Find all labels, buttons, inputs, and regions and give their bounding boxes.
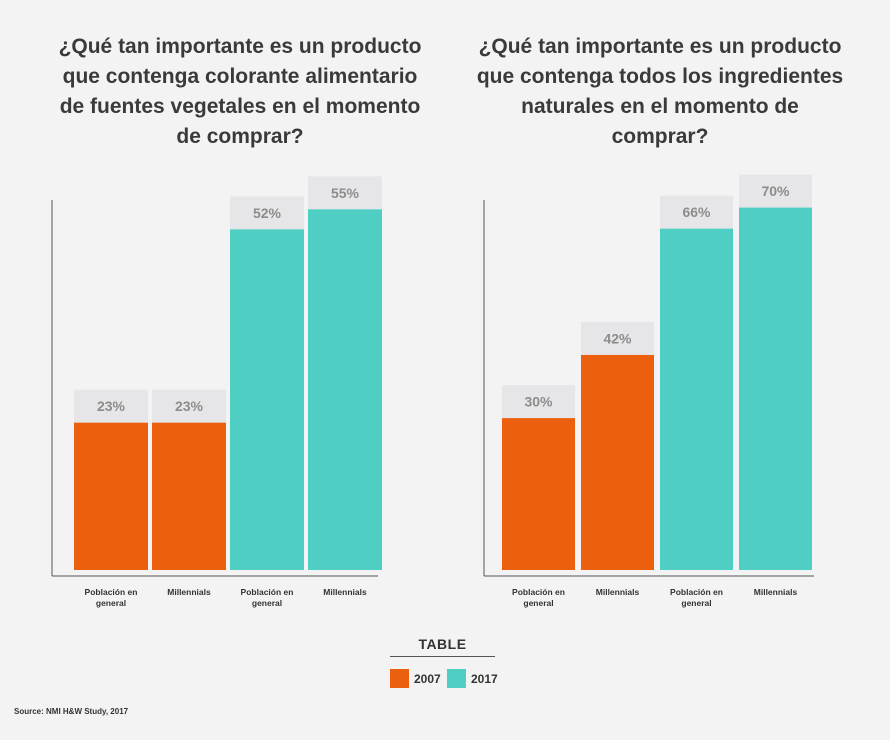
value-label: 23% xyxy=(97,398,126,414)
x-tick-label: Millennials xyxy=(754,587,798,597)
x-tick-label-line: general xyxy=(523,598,553,608)
x-tick-label-line: Población en xyxy=(512,587,565,597)
x-tick-label: Población en general xyxy=(85,587,138,608)
value-label-box xyxy=(660,195,733,229)
x-tick-label-line: general xyxy=(96,598,126,608)
bar-right-1 xyxy=(502,418,575,570)
legend-divider xyxy=(390,656,495,657)
bar-left-3 xyxy=(230,229,304,571)
x-tick-label-line: Millennials xyxy=(167,587,211,597)
value-label: 42% xyxy=(603,330,632,346)
value-label: 55% xyxy=(331,185,360,201)
x-tick-label: Población en general xyxy=(241,587,294,608)
x-tick-label-line: general xyxy=(681,598,711,608)
value-label-box xyxy=(230,196,304,230)
x-tick-label: Población en general xyxy=(512,587,565,608)
value-label: 52% xyxy=(253,205,282,221)
value-label: 23% xyxy=(175,398,204,414)
legend-item-2007: 2007 xyxy=(390,669,441,688)
x-tick-label-line: Población en xyxy=(670,587,723,597)
legend-label-2007: 2007 xyxy=(414,671,441,686)
x-tick-label-line: Millennials xyxy=(323,587,367,597)
bar-left-4 xyxy=(308,209,382,571)
value-label-box xyxy=(308,176,382,210)
x-tick-label: Población en general xyxy=(670,587,723,608)
value-label-box xyxy=(739,174,812,208)
value-label: 30% xyxy=(524,394,553,410)
x-tick-label-line: Población en xyxy=(241,587,294,597)
value-label-box xyxy=(74,389,148,423)
source-note: Source: NMI H&W Study, 2017 xyxy=(14,707,129,716)
bar-left-2 xyxy=(152,422,226,570)
bar-right-4 xyxy=(739,207,812,570)
legend-title: TABLE xyxy=(418,636,467,652)
value-label-box xyxy=(152,389,226,423)
x-tick-label: Millennials xyxy=(167,587,211,597)
bar-left-1 xyxy=(74,422,148,570)
x-tick-label-line: Población en xyxy=(85,587,138,597)
legend-swatch-2017 xyxy=(447,669,466,688)
bar-right-3 xyxy=(660,228,733,570)
legend-item-2017: 2017 xyxy=(447,669,498,688)
legend-label-2017: 2017 xyxy=(471,671,498,686)
x-tick-label-line: Millennials xyxy=(596,587,640,597)
chart-title-right: ¿Qué tan importante es un producto que c… xyxy=(476,35,844,148)
chart-title-left: ¿Qué tan importante es un producto que c… xyxy=(58,35,422,148)
value-label-box xyxy=(581,321,654,355)
x-tick-label-line: Millennials xyxy=(754,587,798,597)
x-tick-label-line: general xyxy=(252,598,282,608)
value-label: 66% xyxy=(682,204,711,220)
x-tick-label: Millennials xyxy=(323,587,367,597)
value-label-box xyxy=(502,385,575,419)
x-tick-label: Millennials xyxy=(596,587,640,597)
legend-swatch-2007 xyxy=(390,669,409,688)
value-label: 70% xyxy=(761,183,790,199)
bar-right-2 xyxy=(581,354,654,570)
